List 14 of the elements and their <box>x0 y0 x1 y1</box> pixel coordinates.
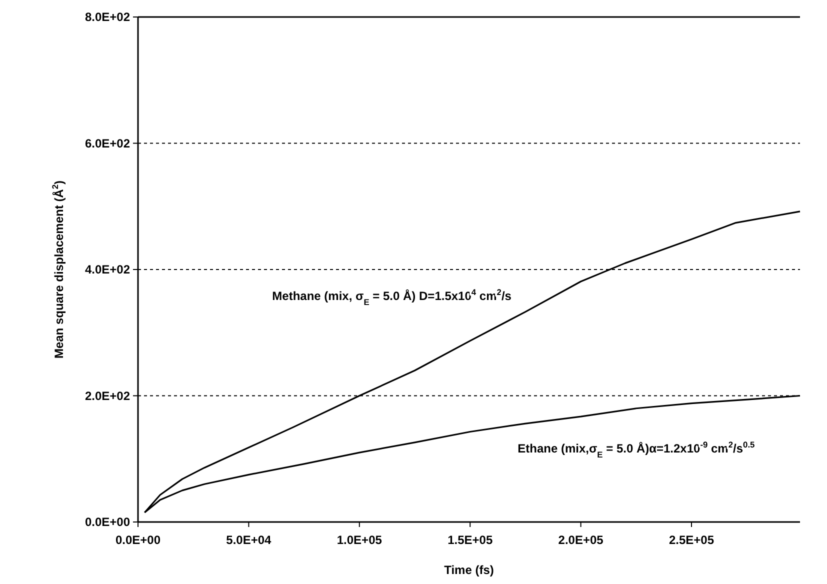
series-label: Methane (mix, σ$_{E}$ = 5.0 Å) D=1.5x10$^{4}$ cm$^{2}$/s <box>272 286 512 307</box>
x-tick-label: 1.5E+05 <box>448 533 493 547</box>
y-tick-label: 0.0E+00 <box>84 515 130 530</box>
y-tick-label: 8.0E+02 <box>84 10 130 24</box>
series-label: Ethane (mix,σ$_{E}$ = 5.0 Å)α=1.2x10$^{-9}$ cm$^{2}$/s$^{0.5}$ <box>518 439 756 460</box>
y-tick-label: 4.0E+02 <box>84 262 130 277</box>
x-tick-label: 1.0E+05 <box>336 533 382 547</box>
y-tick-label: 2.0E+02 <box>84 388 130 403</box>
y-tick-label: 6.0E+02 <box>84 136 130 150</box>
x-axis-title: Time (fs) <box>444 563 494 577</box>
x-tick-label: 2.5E+05 <box>668 533 714 547</box>
x-tick-label: 2.0E+05 <box>558 533 604 547</box>
x-tick-label: 0.0E+00 <box>115 533 161 547</box>
x-tick-label: 5.0E+04 <box>226 533 272 547</box>
